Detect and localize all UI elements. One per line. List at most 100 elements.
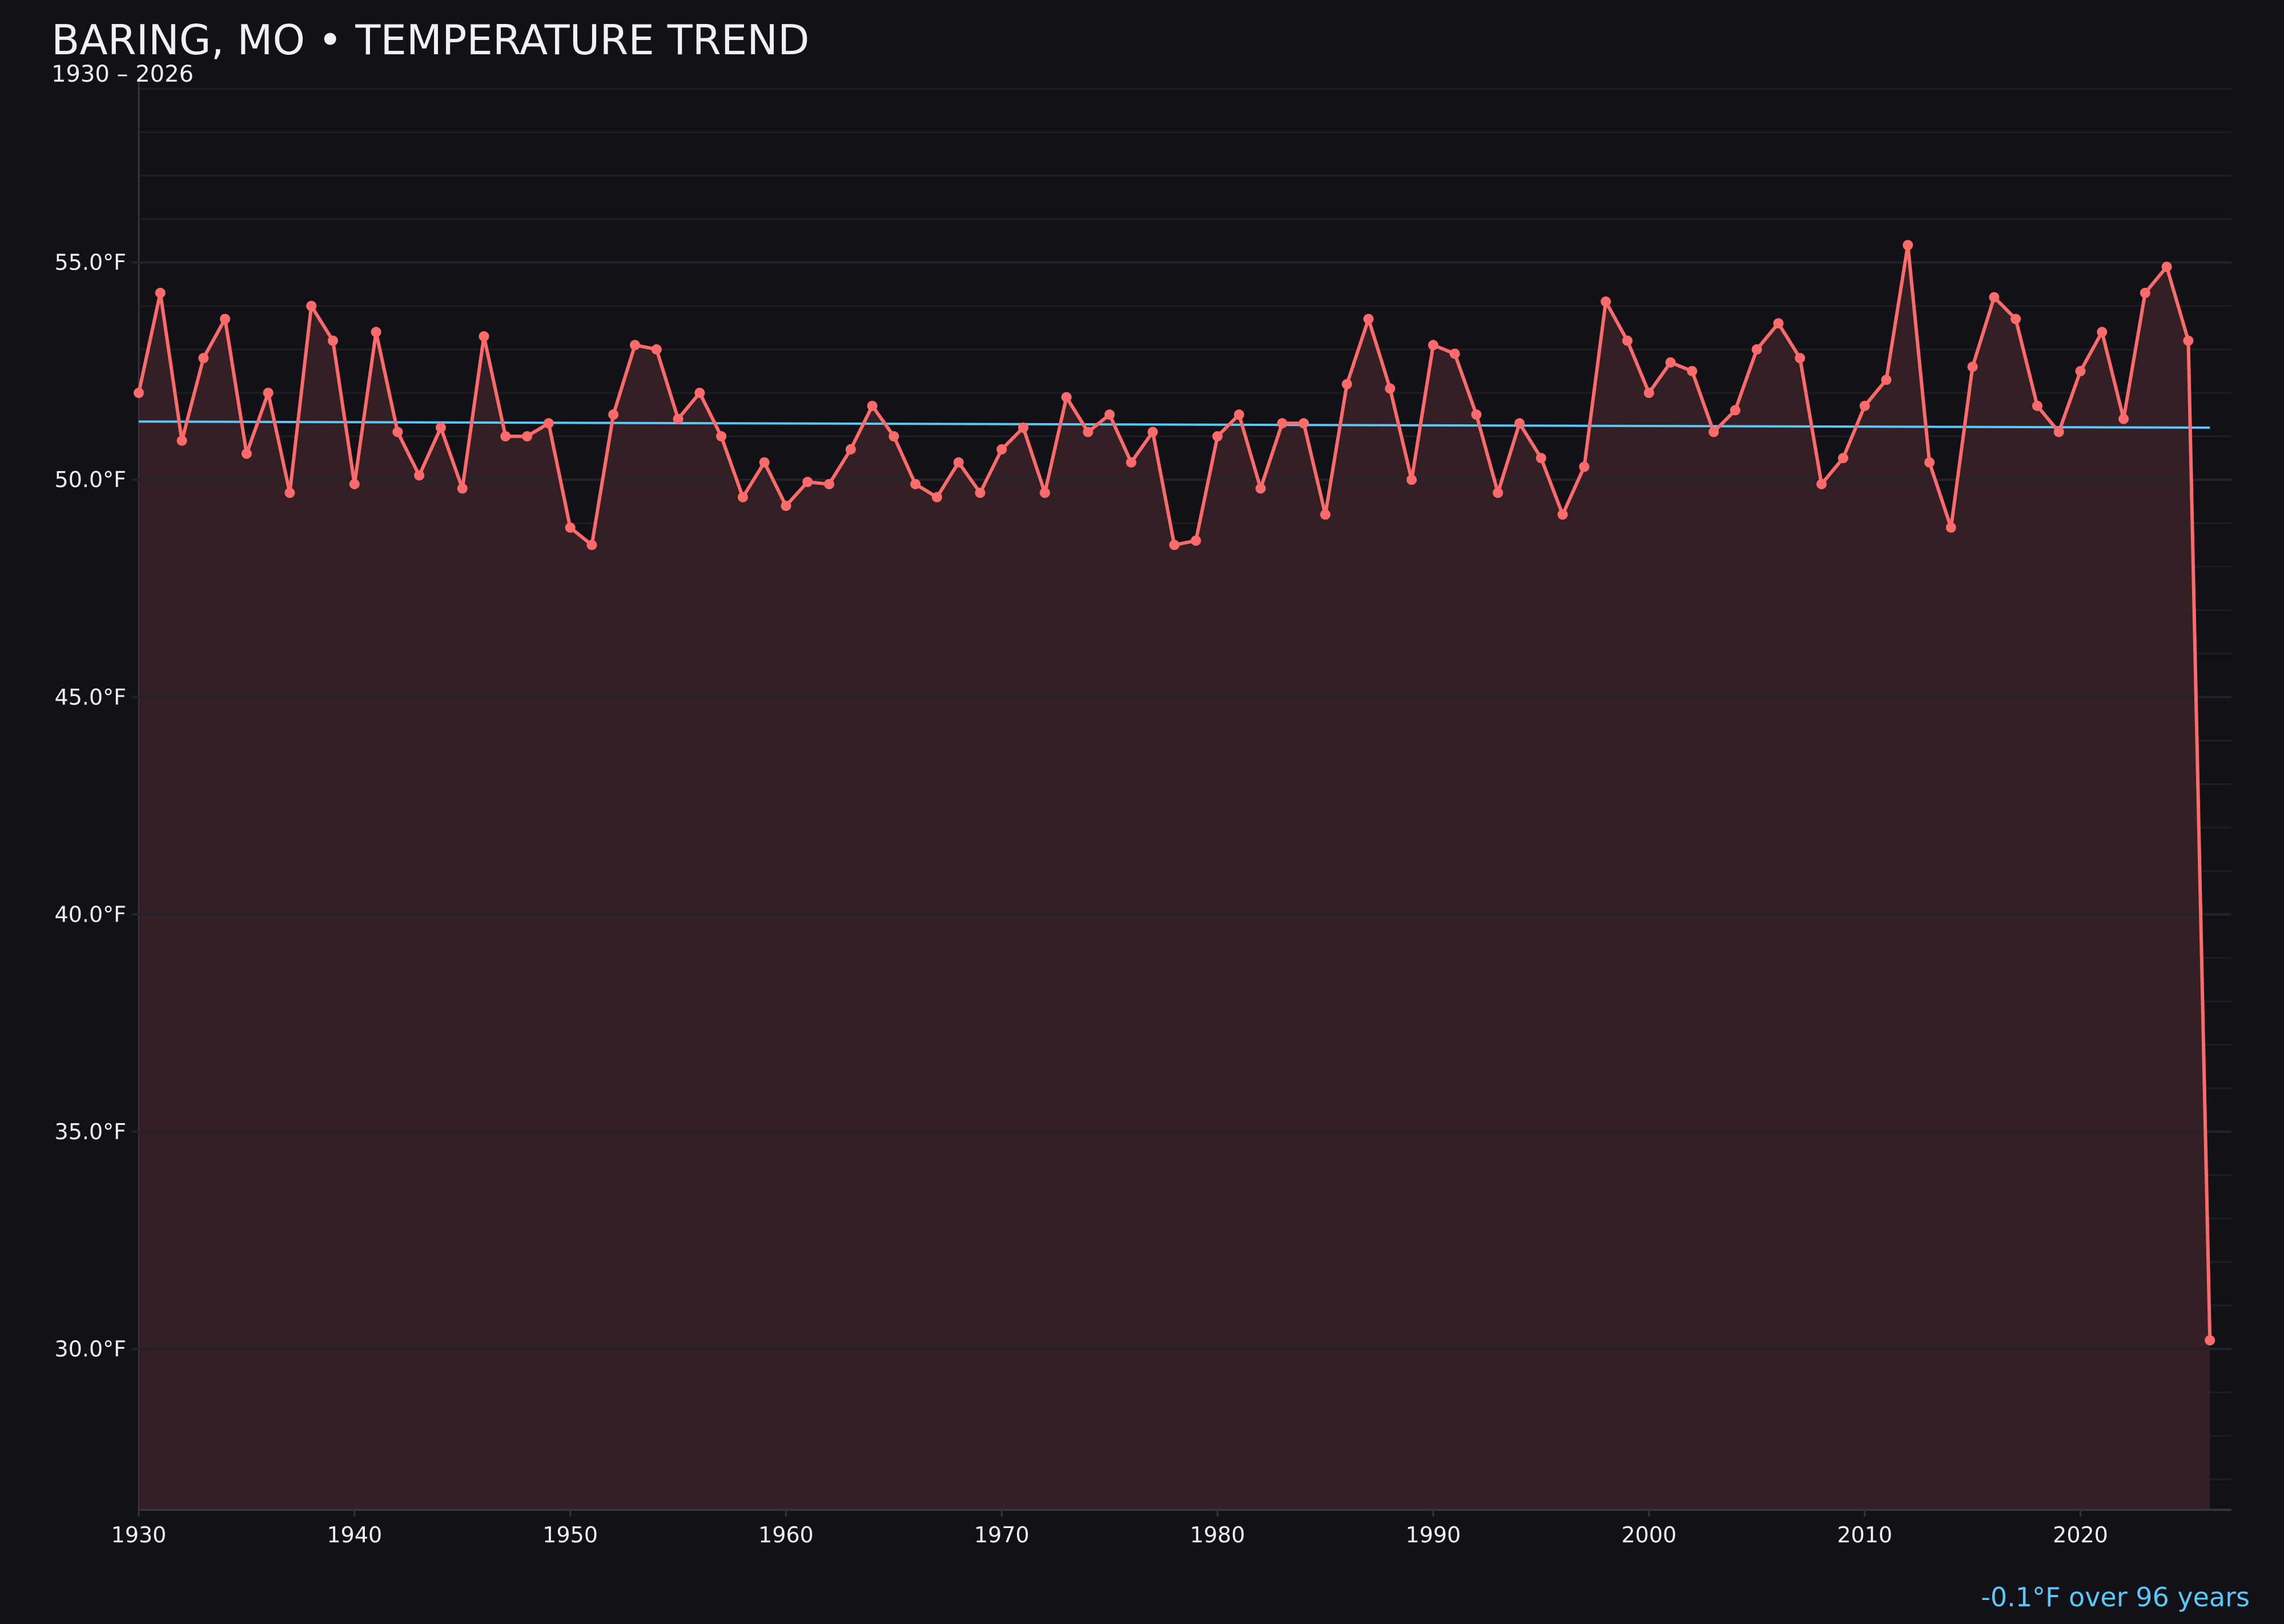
x-tick-label: 1960 [758,1522,814,1547]
x-tick-label: 1930 [111,1522,167,1547]
data-point [1277,418,1288,429]
data-point [2032,400,2042,411]
data-point [198,353,209,364]
data-point [2118,413,2129,424]
data-point [1837,453,1848,464]
data-point [1989,292,2000,303]
y-tick-label: 55.0°F [55,250,126,275]
data-point [1104,409,1115,420]
data-point [349,479,360,489]
data-point [241,448,252,459]
data-point [996,444,1007,455]
data-point [1622,335,1633,346]
data-point [176,435,187,446]
data-point [1903,240,1913,251]
data-point [1363,313,1374,324]
y-tick-label: 45.0°F [55,685,126,710]
data-point [586,540,597,550]
data-point [220,313,231,324]
data-point [759,457,770,468]
data-point [565,522,576,533]
data-point [1018,422,1029,433]
data-point [1320,509,1331,520]
x-tick-label: 1970 [974,1522,1030,1547]
data-point [371,327,381,337]
data-point [2161,262,2172,272]
data-point [435,422,446,433]
data-point [1859,400,1870,411]
chart-subtitle: 1930 – 2026 [51,61,194,87]
data-point [457,483,468,494]
data-point [1126,457,1137,468]
trend-line [138,420,2210,429]
data-point [1514,418,1525,429]
data-point [1061,392,1072,403]
data-point [1945,522,1956,533]
data-point [608,409,619,420]
data-point [1730,405,1740,416]
data-point [630,340,641,351]
data-point [651,344,662,355]
data-point [500,431,511,442]
x-tick-label: 1990 [1406,1522,1461,1547]
data-point [414,470,425,481]
data-point [284,488,295,499]
data-point [2053,427,2064,437]
data-point [716,431,727,442]
data-point [1535,453,1546,464]
data-point [155,287,166,298]
data-point [478,331,489,342]
data-point [1687,365,1698,376]
data-point [2097,327,2108,337]
data-point [543,418,554,429]
x-tick-label: 1980 [1190,1522,1245,1547]
x-tick-label: 2010 [1837,1522,1892,1547]
y-ticks: 30.0°F 35.0°F 40.0°F 45.0°F 50.0°F 55.0°F [55,250,2231,1361]
data-point [1428,340,1439,351]
data-point [134,387,144,398]
data-point [1233,409,1244,420]
data-points [134,240,2215,1346]
data-point [1751,344,1762,355]
data-point [1406,475,1417,485]
data-point [522,431,533,442]
data-point [1212,431,1223,442]
data-point [263,387,274,398]
data-point [1493,488,1503,499]
trend-annotation: -0.1°F over 96 years [1981,1582,2250,1613]
data-point [2075,365,2086,376]
data-point [931,492,942,503]
y-tick-label: 35.0°F [55,1119,126,1144]
data-point [1039,488,1050,499]
data-point [1773,318,1784,329]
data-point [1924,457,1935,468]
data-point [2183,335,2194,346]
data-point [1147,427,1158,437]
data-point [2205,1335,2215,1346]
data-point [1449,348,1460,359]
data-point [1385,383,1396,394]
chart-title: BARING, MO • TEMPERATURE TREND [51,16,810,64]
data-point [392,427,403,437]
x-tick-label: 2000 [1621,1522,1676,1547]
data-point [1708,427,1719,437]
x-tick-label: 1950 [542,1522,598,1547]
data-point [1665,357,1676,368]
data-point [1341,379,1352,389]
x-ticks: 1930 1940 1950 1960 1970 1980 1990 2000 2010 2020 [111,1510,2108,1547]
data-point [328,335,339,346]
y-tick-label: 40.0°F [55,902,126,927]
data-point [1601,296,1611,307]
data-point [845,444,856,455]
data-point [1579,461,1590,472]
x-tick-label: 2020 [2053,1522,2108,1547]
data-point [2140,287,2150,298]
data-point [2010,313,2021,324]
data-point [1471,409,1482,420]
area-fill [139,245,2210,1510]
data-point [1083,427,1093,437]
data-point [824,479,835,489]
data-point [1643,387,1654,398]
data-point [1881,375,1892,385]
